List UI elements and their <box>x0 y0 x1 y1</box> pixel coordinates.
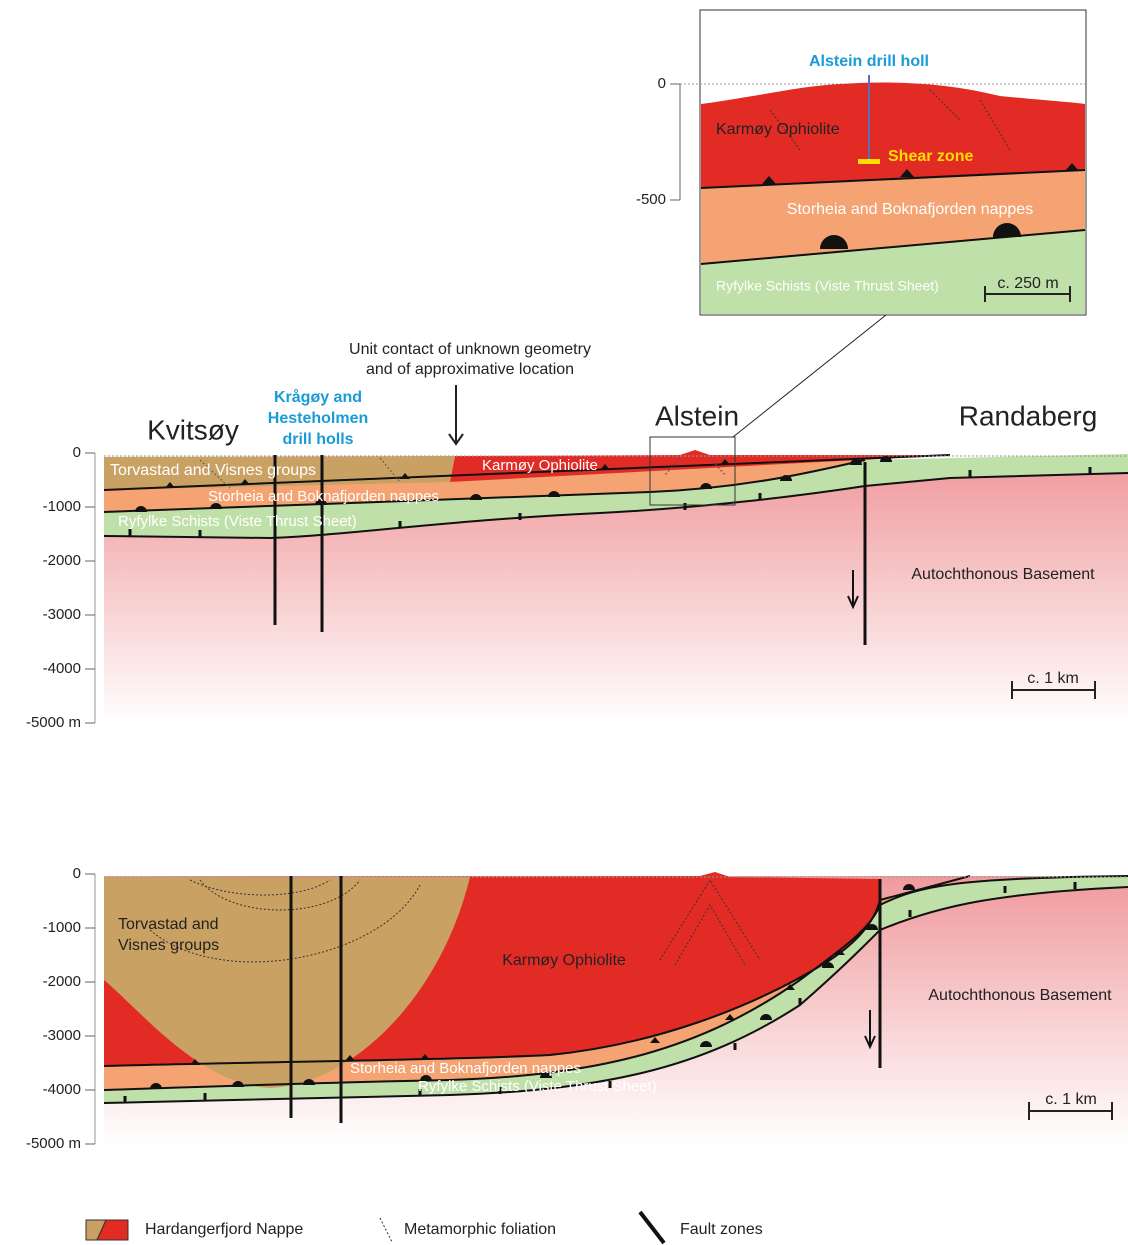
unit-label: Ryfylke Schists (Viste Thrust Sheet) <box>118 513 357 530</box>
tick-label: -2000 <box>43 552 81 569</box>
section-1: Torvastad and Visnes groups Karmøy Ophio… <box>95 437 1128 725</box>
annotation: Unit contact of unknown geometry <box>349 341 591 358</box>
unit-label: Visnes groups <box>118 937 219 954</box>
zoom-line <box>733 315 886 437</box>
legend: Hardangerfjord Nappe Metamorphic foliati… <box>86 1212 763 1243</box>
tick-label: 0 <box>73 865 81 882</box>
tick-label: -5000 m <box>26 714 81 731</box>
tick-label: -4000 <box>43 660 81 677</box>
drill-hole-label: Alstein drill holl <box>809 53 929 70</box>
tick-label: -5000 m <box>26 1135 81 1152</box>
tick-label: -2000 <box>43 973 81 990</box>
tick-label: -1000 <box>43 919 81 936</box>
annotation: and of approximative location <box>366 361 574 378</box>
unit-label: Autochthonous Basement <box>911 566 1095 583</box>
unit-label: Karmøy Ophiolite <box>716 121 840 138</box>
scale-label: c. 250 m <box>997 275 1058 292</box>
tick-label: -1000 <box>43 498 81 515</box>
unit-label: Ryfylke Schists (Viste Thrust Sheet) <box>716 278 939 294</box>
legend-label: Hardangerfjord Nappe <box>145 1221 303 1238</box>
shear-zone-label: Shear zone <box>888 148 973 165</box>
unit-label: Storheia and Boknafjorden nappes <box>350 1060 581 1077</box>
contact-arrow <box>449 385 463 444</box>
annotation: Krågøy and <box>274 388 362 406</box>
locality: Kvitsøy <box>147 414 239 445</box>
unit-label: Karmøy Ophiolite <box>502 952 626 969</box>
inset: Alstein drill holl Karmøy Ophiolite Shea… <box>680 10 1086 437</box>
legend-label: Fault zones <box>680 1221 763 1238</box>
tick-label: -3000 <box>43 606 81 623</box>
legend-label: Metamorphic foliation <box>404 1221 556 1238</box>
unit-label: Storheia and Boknafjorden nappes <box>787 201 1033 218</box>
shear-zone-mark <box>858 159 880 164</box>
section-2: Torvastad and Visnes groups Karmøy Ophio… <box>95 872 1128 1144</box>
legend-foliation <box>380 1218 392 1242</box>
page: Alstein drill holl Karmøy Ophiolite Shea… <box>0 0 1128 1245</box>
unit-label: Ryfylke Schists (Viste Thrust Sheet) <box>418 1078 657 1095</box>
unit-label: Torvastad and Visnes groups <box>110 462 316 479</box>
annotation: Hesteholmen <box>268 410 368 427</box>
unit-label: Karmøy Ophiolite <box>482 457 598 474</box>
scale-label: c. 1 km <box>1045 1091 1097 1108</box>
locality: Alstein <box>655 400 739 431</box>
legend-fault <box>640 1212 664 1243</box>
tick-label: -500 <box>636 191 666 208</box>
unit-label: Autochthonous Basement <box>928 987 1112 1004</box>
locality: Randaberg <box>959 400 1098 431</box>
unit-label: Torvastad and <box>118 916 219 933</box>
tick-label: -3000 <box>43 1027 81 1044</box>
unit-label: Storheia and Boknafjorden nappes <box>208 488 439 505</box>
diagram: Alstein drill holl Karmøy Ophiolite Shea… <box>0 0 1128 1245</box>
scale-label: c. 1 km <box>1027 670 1079 687</box>
tick-label: -4000 <box>43 1081 81 1098</box>
tick-label: 0 <box>73 444 81 461</box>
annotation: drill holls <box>282 431 353 448</box>
tick-label: 0 <box>658 75 666 92</box>
